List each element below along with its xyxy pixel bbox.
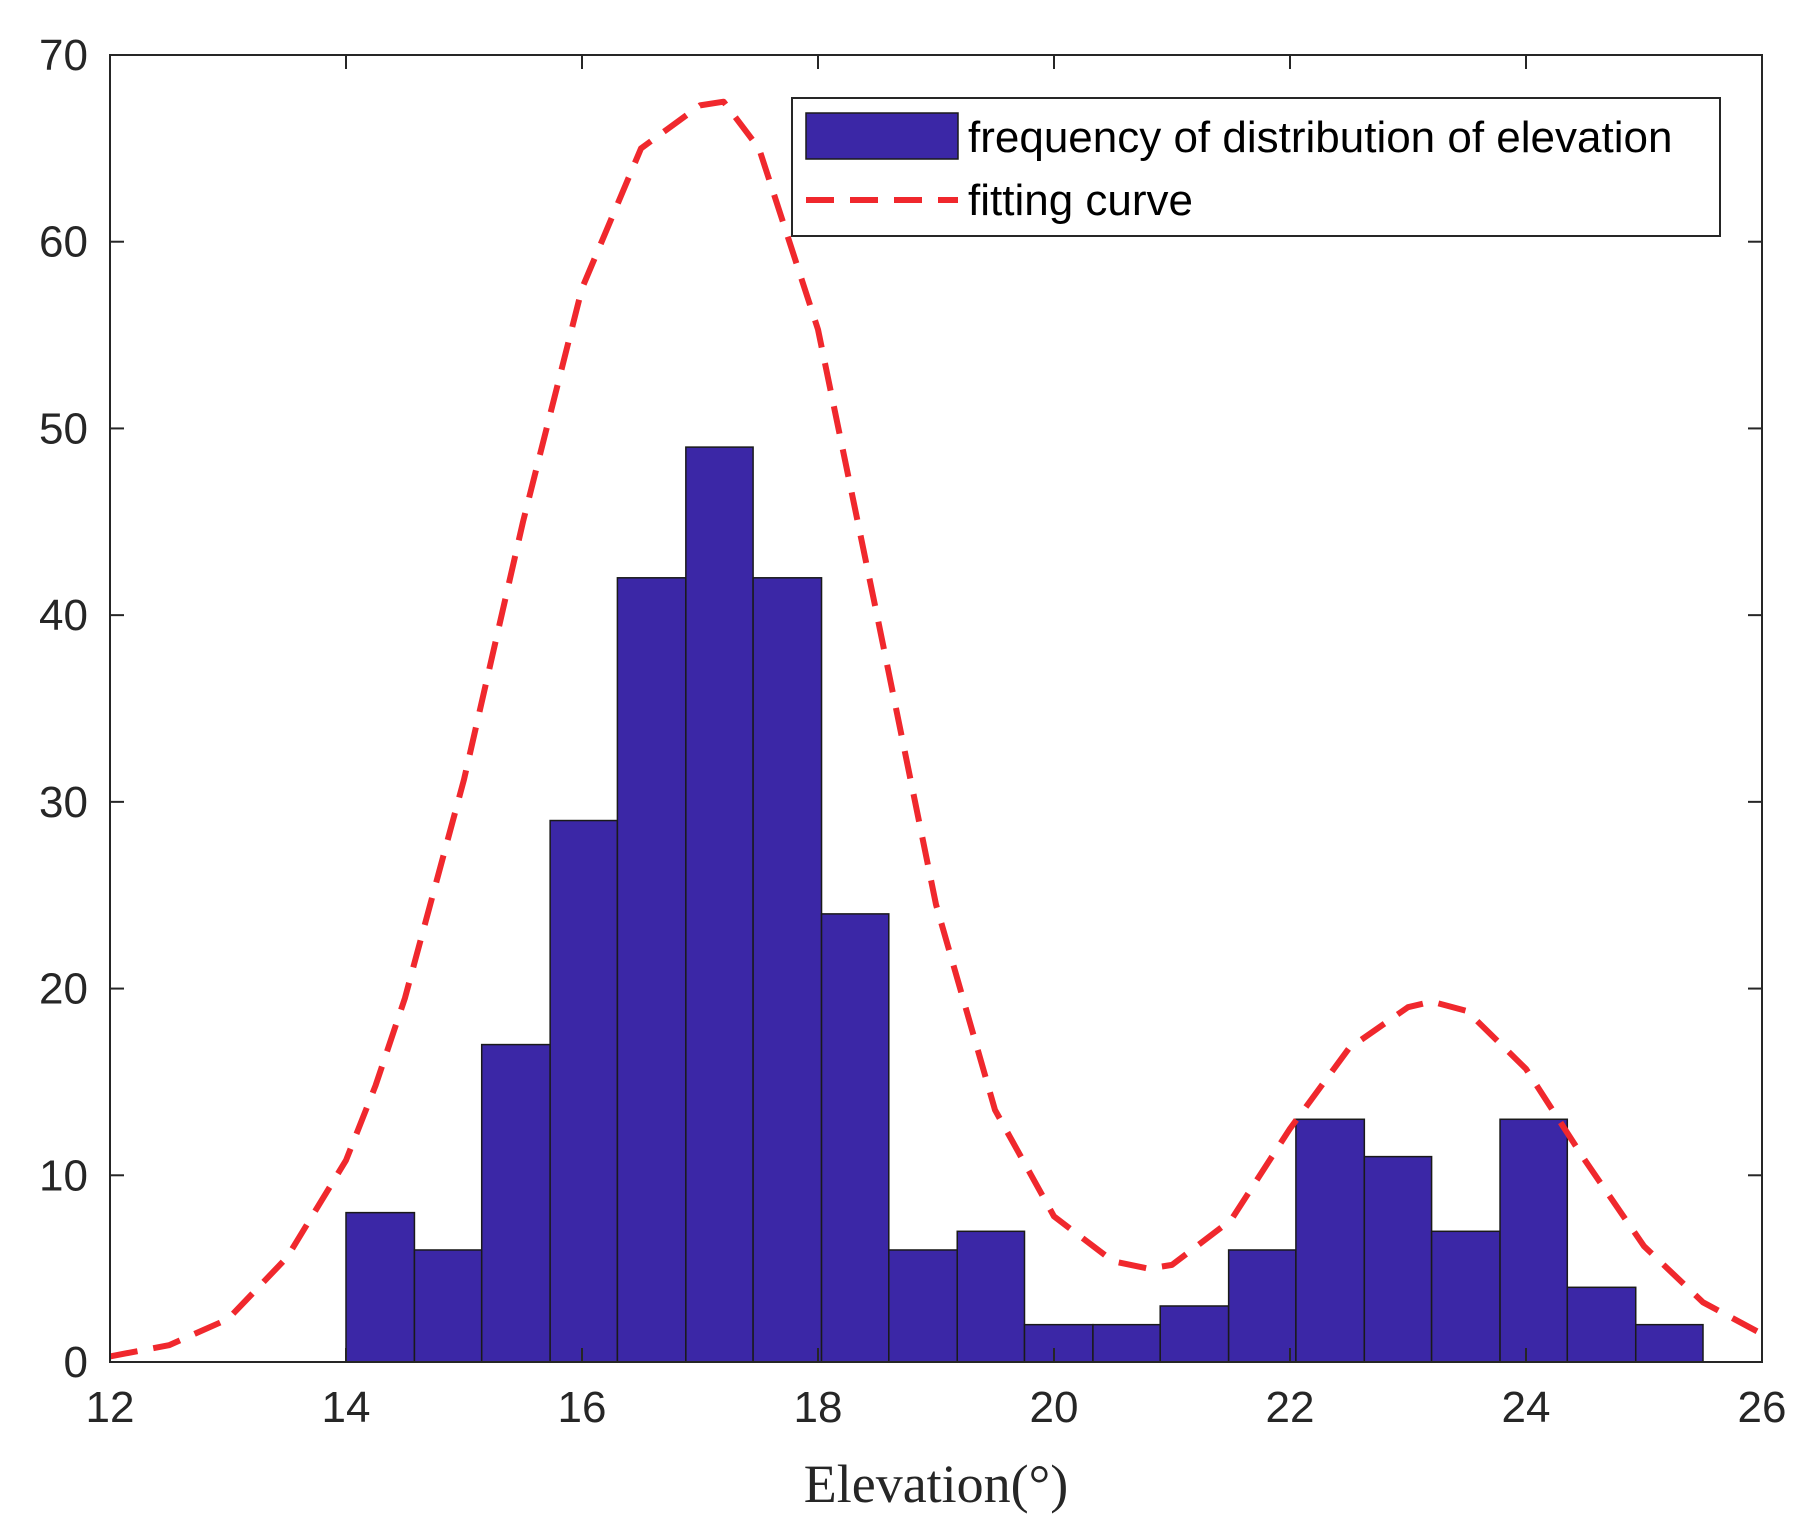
histogram-bar-1 bbox=[345, 1211, 416, 1363]
histogram-bar-12 bbox=[1092, 1323, 1161, 1363]
histogram-bar-14 bbox=[1227, 1249, 1297, 1363]
y-tick-label-70: 70 bbox=[39, 31, 88, 80]
histogram-bar-18 bbox=[1499, 1118, 1569, 1363]
x-tick-label-22: 22 bbox=[1266, 1383, 1315, 1432]
y-tick-label-30: 30 bbox=[39, 778, 88, 827]
histogram-bar-7 bbox=[752, 577, 823, 1363]
y-tick-label-60: 60 bbox=[39, 218, 88, 267]
y-tick-label-40: 40 bbox=[39, 591, 88, 640]
y-tick-label-10: 10 bbox=[39, 1151, 88, 1200]
x-tick-labels: 12 14 16 18 20 22 24 26 bbox=[86, 1383, 1787, 1432]
x-tick-label-24: 24 bbox=[1502, 1383, 1551, 1432]
x-tick-label-18: 18 bbox=[794, 1383, 843, 1432]
bars-layer bbox=[345, 446, 1704, 1363]
histogram-bar-2 bbox=[413, 1249, 483, 1363]
histogram-bar-13 bbox=[1159, 1305, 1230, 1363]
axes-frame bbox=[109, 54, 1763, 1363]
histogram-bar-19 bbox=[1566, 1286, 1637, 1363]
legend-label-curve: fitting curve bbox=[968, 176, 1193, 225]
x-tick-label-26: 26 bbox=[1738, 1383, 1787, 1432]
legend-label-histogram: frequency of distribution of elevation bbox=[968, 113, 1672, 162]
x-axis-title: Elevation(°) bbox=[804, 1454, 1069, 1514]
histogram-bar-11 bbox=[1023, 1323, 1094, 1363]
histogram-bar-5 bbox=[616, 577, 687, 1363]
histogram-bar-15 bbox=[1295, 1118, 1366, 1363]
histogram-bar-17 bbox=[1430, 1230, 1501, 1363]
x-tick-label-12: 12 bbox=[86, 1383, 135, 1432]
histogram-bar-6 bbox=[685, 446, 754, 1363]
y-tick-labels: 0 10 20 30 40 50 60 70 bbox=[39, 31, 88, 1387]
fitting-curve-line bbox=[109, 98, 1764, 1360]
histogram-bar-20 bbox=[1634, 1323, 1704, 1363]
histogram-bar-10 bbox=[956, 1230, 1026, 1363]
ticks-layer bbox=[109, 54, 1763, 1363]
legend-box bbox=[791, 97, 1721, 237]
histogram-bar-8 bbox=[820, 913, 890, 1363]
y-tick-label-20: 20 bbox=[39, 965, 88, 1014]
x-tick-label-14: 14 bbox=[322, 1383, 371, 1432]
curve-layer bbox=[109, 98, 1764, 1360]
x-tick-label-20: 20 bbox=[1030, 1383, 1079, 1432]
histogram-bar-3 bbox=[480, 1043, 551, 1363]
y-tick-label-50: 50 bbox=[39, 404, 88, 453]
histogram-bar-16 bbox=[1363, 1155, 1433, 1363]
legend: frequency of distribution of elevation f… bbox=[791, 97, 1721, 237]
x-tick-label-16: 16 bbox=[558, 1383, 607, 1432]
legend-bar-swatch bbox=[805, 112, 959, 160]
y-tick-label-0: 0 bbox=[64, 1338, 88, 1387]
histogram-bar-4 bbox=[549, 819, 619, 1363]
histogram-bar-9 bbox=[888, 1249, 958, 1363]
